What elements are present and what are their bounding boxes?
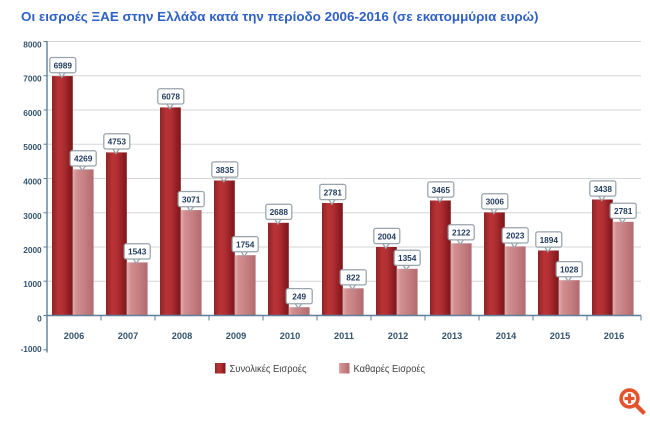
svg-text:2016: 2016 xyxy=(604,331,624,341)
svg-text:2011: 2011 xyxy=(334,331,354,341)
svg-text:2023: 2023 xyxy=(506,231,525,241)
svg-text:Οι εισροές ΞΑΕ στην Ελλάδα κατ: Οι εισροές ΞΑΕ στην Ελλάδα κατά την περί… xyxy=(21,9,539,24)
svg-text:1354: 1354 xyxy=(398,253,417,263)
svg-text:5000: 5000 xyxy=(23,142,42,152)
svg-text:2015: 2015 xyxy=(550,331,570,341)
svg-text:3000: 3000 xyxy=(23,211,42,221)
svg-text:2688: 2688 xyxy=(270,207,289,217)
svg-text:6989: 6989 xyxy=(54,60,73,70)
svg-text:2010: 2010 xyxy=(280,331,300,341)
svg-text:2781: 2781 xyxy=(324,187,343,197)
svg-text:6000: 6000 xyxy=(23,108,42,118)
svg-text:1000: 1000 xyxy=(23,279,42,289)
svg-text:2012: 2012 xyxy=(388,331,408,341)
svg-text:2781: 2781 xyxy=(614,206,633,216)
svg-text:3465: 3465 xyxy=(432,185,451,195)
svg-text:6078: 6078 xyxy=(162,92,181,102)
svg-text:1894: 1894 xyxy=(540,235,559,245)
svg-text:3006: 3006 xyxy=(486,197,505,207)
svg-text:1028: 1028 xyxy=(560,265,579,275)
svg-text:1543: 1543 xyxy=(128,247,147,257)
svg-text:249: 249 xyxy=(292,292,306,302)
svg-text:2004: 2004 xyxy=(378,231,397,241)
svg-text:8000: 8000 xyxy=(23,40,42,50)
svg-text:3835: 3835 xyxy=(216,165,235,175)
svg-text:4753: 4753 xyxy=(108,137,127,147)
svg-text:1754: 1754 xyxy=(236,240,255,250)
svg-text:822: 822 xyxy=(346,273,360,283)
svg-text:2122: 2122 xyxy=(452,228,471,238)
svg-text:2000: 2000 xyxy=(23,245,42,255)
svg-text:2014: 2014 xyxy=(496,331,517,341)
svg-text:4269: 4269 xyxy=(74,154,93,164)
svg-text:4000: 4000 xyxy=(23,177,42,187)
svg-text:-1000: -1000 xyxy=(20,344,42,354)
svg-text:2006: 2006 xyxy=(64,331,84,341)
svg-text:3071: 3071 xyxy=(182,194,201,204)
svg-text:2008: 2008 xyxy=(172,331,192,341)
svg-text:2013: 2013 xyxy=(442,331,462,341)
svg-text:2009: 2009 xyxy=(226,331,246,341)
svg-text:7000: 7000 xyxy=(23,74,42,84)
svg-text:Καθαρές Εισροές: Καθαρές Εισροές xyxy=(354,363,426,375)
svg-text:Συνολικές Εισροές: Συνολικές Εισροές xyxy=(230,363,307,375)
svg-text:0: 0 xyxy=(37,314,42,324)
svg-text:2007: 2007 xyxy=(118,331,138,341)
svg-text:3438: 3438 xyxy=(594,184,613,194)
